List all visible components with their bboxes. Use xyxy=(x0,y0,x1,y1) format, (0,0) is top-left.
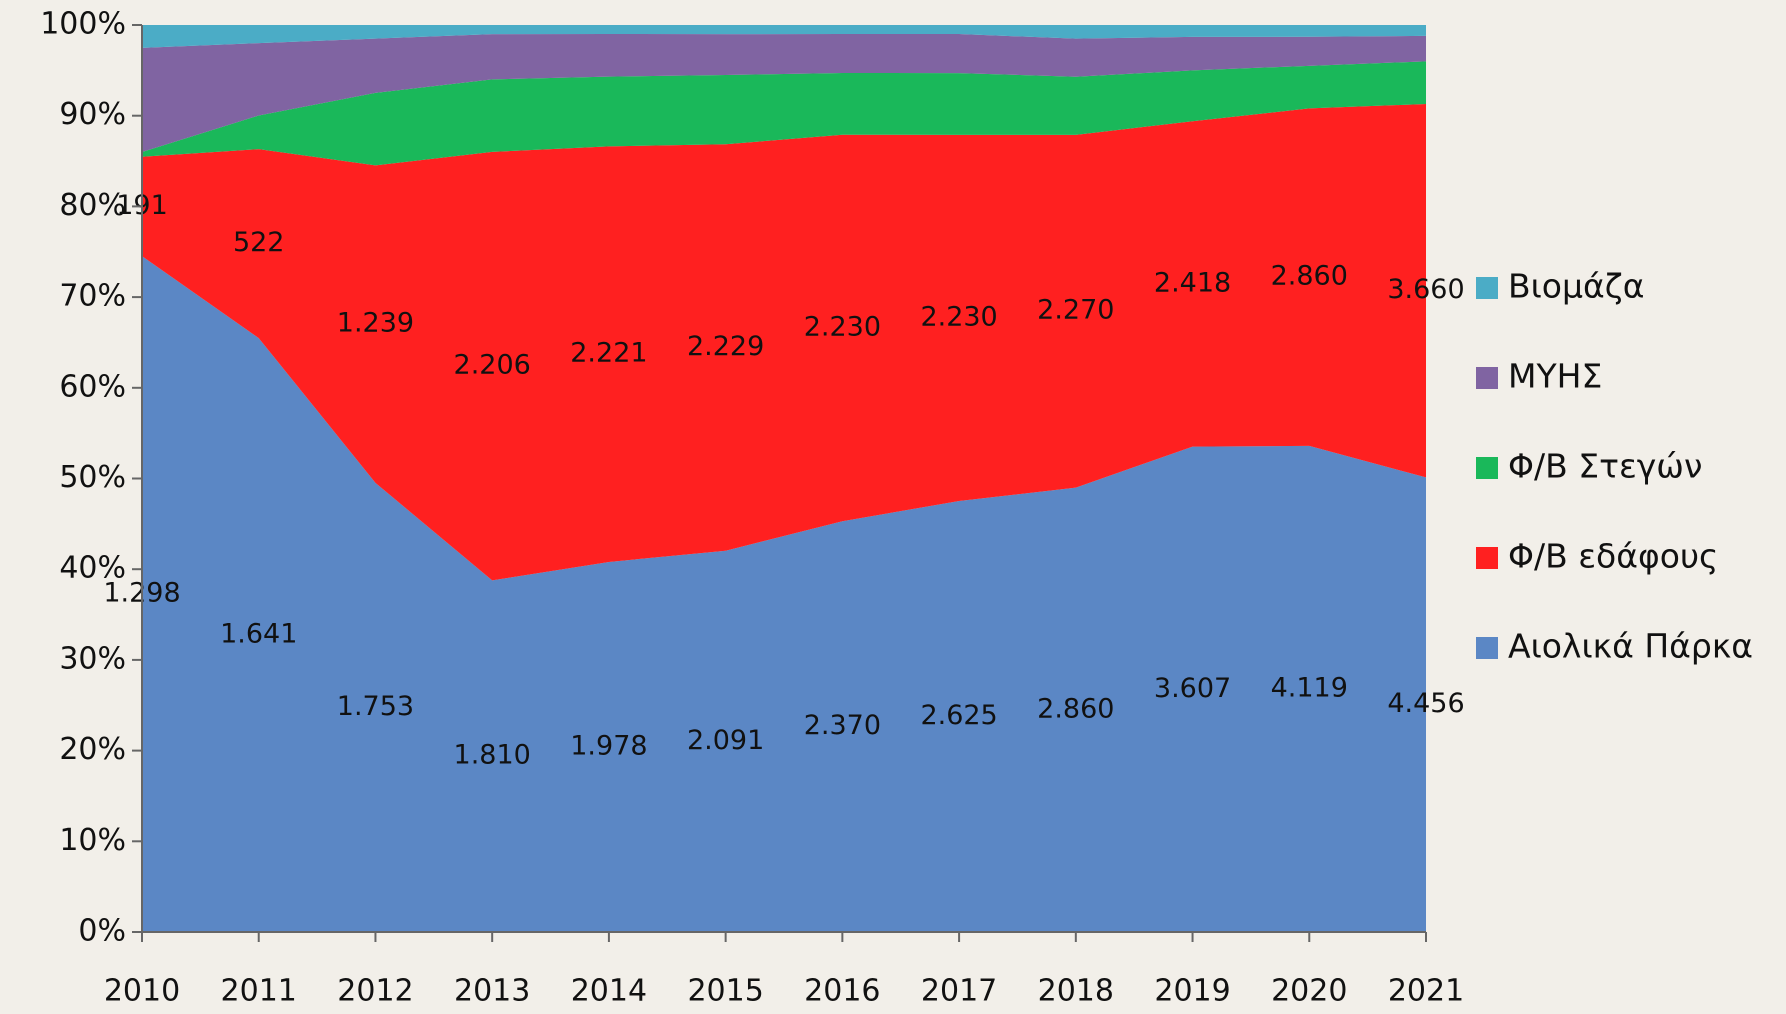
area xyxy=(142,33,1426,153)
x-tick-label: 2021 xyxy=(1388,974,1464,1009)
legend-label: ΜΥΗΣ xyxy=(1508,357,1602,396)
value-label: 2.370 xyxy=(804,710,881,741)
legend-swatch xyxy=(1476,457,1498,479)
value-label: 1.810 xyxy=(454,740,531,771)
y-tick-label: 90% xyxy=(59,97,126,132)
x-tick-label: 2016 xyxy=(804,974,880,1009)
value-label: 2.418 xyxy=(1154,267,1231,298)
y-tick-label: 20% xyxy=(59,732,126,767)
y-tick-label: 10% xyxy=(59,823,126,858)
legend-swatch xyxy=(1476,637,1498,659)
x-tick-label: 2011 xyxy=(221,974,297,1009)
y-tick-label: 70% xyxy=(59,279,126,314)
x-tick-label: 2015 xyxy=(687,974,763,1009)
value-label: 2.230 xyxy=(920,301,997,332)
x-tick-label: 2017 xyxy=(921,974,997,1009)
value-label: 2.221 xyxy=(570,338,647,369)
value-label: 1.753 xyxy=(337,691,414,722)
x-tick-label: 2020 xyxy=(1271,974,1347,1009)
y-tick-label: 100% xyxy=(40,7,126,42)
x-tick-label: 2010 xyxy=(104,974,180,1009)
value-label: 522 xyxy=(233,227,285,258)
legend-swatch xyxy=(1476,277,1498,299)
legend-label: Φ/Β Στεγών xyxy=(1508,447,1702,486)
value-label: 2.860 xyxy=(1271,261,1348,292)
value-label: 1.978 xyxy=(570,730,647,761)
value-label: 1.239 xyxy=(337,308,414,339)
legend-swatch xyxy=(1476,547,1498,569)
area xyxy=(142,256,1426,932)
area xyxy=(142,61,1426,166)
y-tick-label: 60% xyxy=(59,369,126,404)
value-label: 2.860 xyxy=(1037,693,1114,724)
value-label: 2.625 xyxy=(920,700,997,731)
x-tick-label: 2012 xyxy=(337,974,413,1009)
x-tick-label: 2018 xyxy=(1038,974,1114,1009)
value-label: 2.206 xyxy=(454,350,531,381)
x-tick-label: 2019 xyxy=(1154,974,1230,1009)
value-label: 4.456 xyxy=(1387,688,1464,719)
y-tick-label: 50% xyxy=(59,460,126,495)
area xyxy=(142,25,1426,48)
value-label: 2.230 xyxy=(804,311,881,342)
y-tick-label: 30% xyxy=(59,641,126,676)
value-label: 2.270 xyxy=(1037,295,1114,326)
legend-label: Βιομάζα xyxy=(1508,267,1644,306)
value-label: 3.607 xyxy=(1154,673,1231,704)
value-label: 2.091 xyxy=(687,725,764,756)
y-tick-label: 80% xyxy=(59,188,126,223)
x-tick-label: 2013 xyxy=(454,974,530,1009)
area xyxy=(142,103,1426,581)
x-tick-label: 2014 xyxy=(571,974,647,1009)
value-label: 1.641 xyxy=(220,619,297,650)
value-label: 3.660 xyxy=(1387,274,1464,305)
y-tick-label: 40% xyxy=(59,551,126,586)
legend-swatch xyxy=(1476,367,1498,389)
legend-label: Αιολικά Πάρκα xyxy=(1508,627,1753,666)
value-label: 2.229 xyxy=(687,331,764,362)
value-label: 4.119 xyxy=(1271,672,1348,703)
y-tick-label: 0% xyxy=(78,914,126,949)
legend-label: Φ/Β εδάφους xyxy=(1508,537,1718,576)
